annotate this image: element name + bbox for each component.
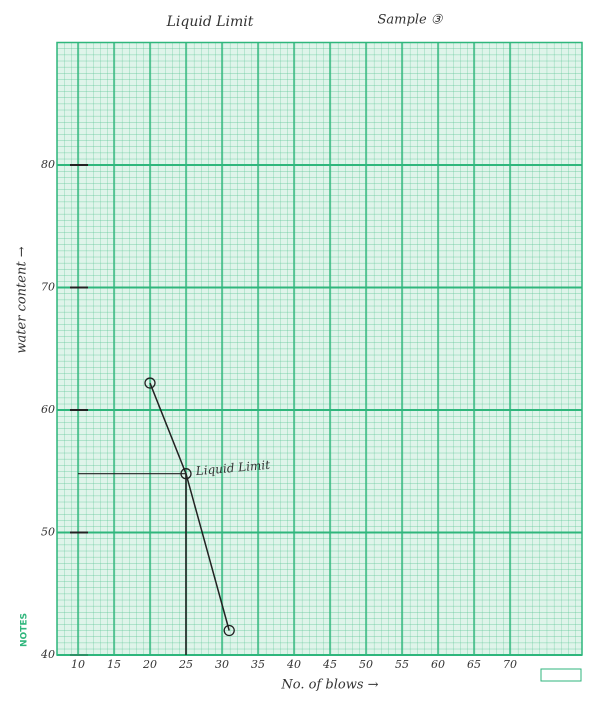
chart-title: Liquid Limit bbox=[166, 14, 254, 30]
y-tick-label: 60 bbox=[41, 403, 55, 416]
x-tick-label: 65 bbox=[467, 658, 481, 671]
x-tick-label: 10 bbox=[71, 658, 85, 671]
y-axis-label: water content → bbox=[15, 246, 30, 353]
y-tick-label: 80 bbox=[41, 158, 55, 171]
point bbox=[144, 377, 156, 389]
x-tick-label: 20 bbox=[142, 658, 157, 671]
graph-paper bbox=[57, 42, 582, 655]
x-tick-label: 40 bbox=[286, 658, 301, 671]
y-tick-label: 70 bbox=[41, 281, 55, 294]
annotation: Liquid Limit bbox=[194, 458, 271, 479]
x-tick-label: 15 bbox=[107, 658, 121, 671]
x-tick-label: 35 bbox=[251, 658, 265, 671]
y-tick-label: 40 bbox=[40, 648, 55, 661]
x-tick-label: 55 bbox=[395, 658, 409, 671]
plot-frame bbox=[56, 41, 583, 656]
side-note: NOTES bbox=[20, 613, 30, 647]
logo bbox=[540, 668, 582, 682]
y-tick-label: 50 bbox=[41, 526, 55, 539]
x-tick-label: 60 bbox=[431, 658, 445, 671]
chart-subtitle: Sample ③ bbox=[378, 13, 444, 28]
x-tick-label: 25 bbox=[178, 658, 193, 671]
x-tick-label: 45 bbox=[322, 658, 337, 671]
x-axis-label: No. of blows → bbox=[280, 678, 378, 693]
x-tick-label: 50 bbox=[359, 658, 373, 671]
x-tick-label: 30 bbox=[215, 658, 229, 671]
point bbox=[223, 624, 235, 637]
x-tick-label: 70 bbox=[503, 658, 517, 671]
